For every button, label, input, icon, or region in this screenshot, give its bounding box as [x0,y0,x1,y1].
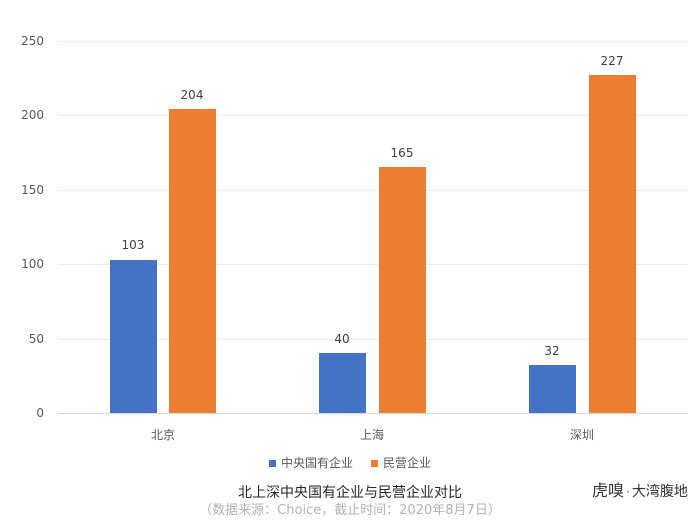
label-shanghai-private: 165 [390,146,414,160]
legend-item-private: 民营企业 [371,455,431,471]
gridline-50 [58,339,688,340]
legend-label-soe: 中央国有企业 [280,456,353,470]
ytick-100: 100 [21,257,44,271]
xtick-shanghai: 上海 [359,428,384,442]
watermark-channel: 大湾腹地 [631,484,688,500]
legend-swatch-private [371,459,378,467]
bar-beijing-private [169,109,216,413]
gridline-150 [58,190,688,191]
bar-shenzhen-private [589,75,636,413]
watermark-brand: 虎嗅 [592,481,625,500]
chart-source-note: （数据来源：Choice，截止时间：2020年8月7日） [199,503,501,518]
gridline-200 [58,115,688,116]
bar-shanghai-private [379,167,426,413]
legend-label-private: 民营企业 [383,456,432,470]
x-axis-line [58,413,688,414]
gridline-100 [58,264,688,265]
watermark-logo: 虎嗅 · 大湾腹地 [592,481,688,502]
legend-item-soe: 中央国有企业 [268,455,353,471]
chart-legend: 中央国有企业 民营企业 [0,455,700,471]
label-shenzhen-soe: 32 [544,344,560,358]
label-shenzhen-private: 227 [600,54,624,68]
bar-shenzhen-soe [529,365,576,413]
legend-swatch-soe [268,459,276,467]
label-beijing-soe: 103 [121,238,145,252]
ytick-150: 150 [21,183,44,197]
ytick-50: 50 [28,332,44,346]
chart-title: 北上深中央国有企业与民营企业对比 [238,485,462,501]
bar-chart: 250 200 150 100 50 0 103 204 40 165 32 2… [21,34,688,442]
xtick-beijing: 北京 [150,428,175,442]
label-beijing-private: 204 [180,88,204,102]
bar-beijing-soe [110,260,157,413]
bar-shanghai-soe [319,353,366,413]
ytick-250: 250 [21,34,44,48]
label-shanghai-soe: 40 [334,332,350,346]
xtick-shenzhen: 深圳 [569,428,594,442]
watermark-separator: · [626,485,630,499]
gridline-250 [58,41,688,42]
ytick-0: 0 [36,406,44,420]
ytick-200: 200 [21,108,44,122]
